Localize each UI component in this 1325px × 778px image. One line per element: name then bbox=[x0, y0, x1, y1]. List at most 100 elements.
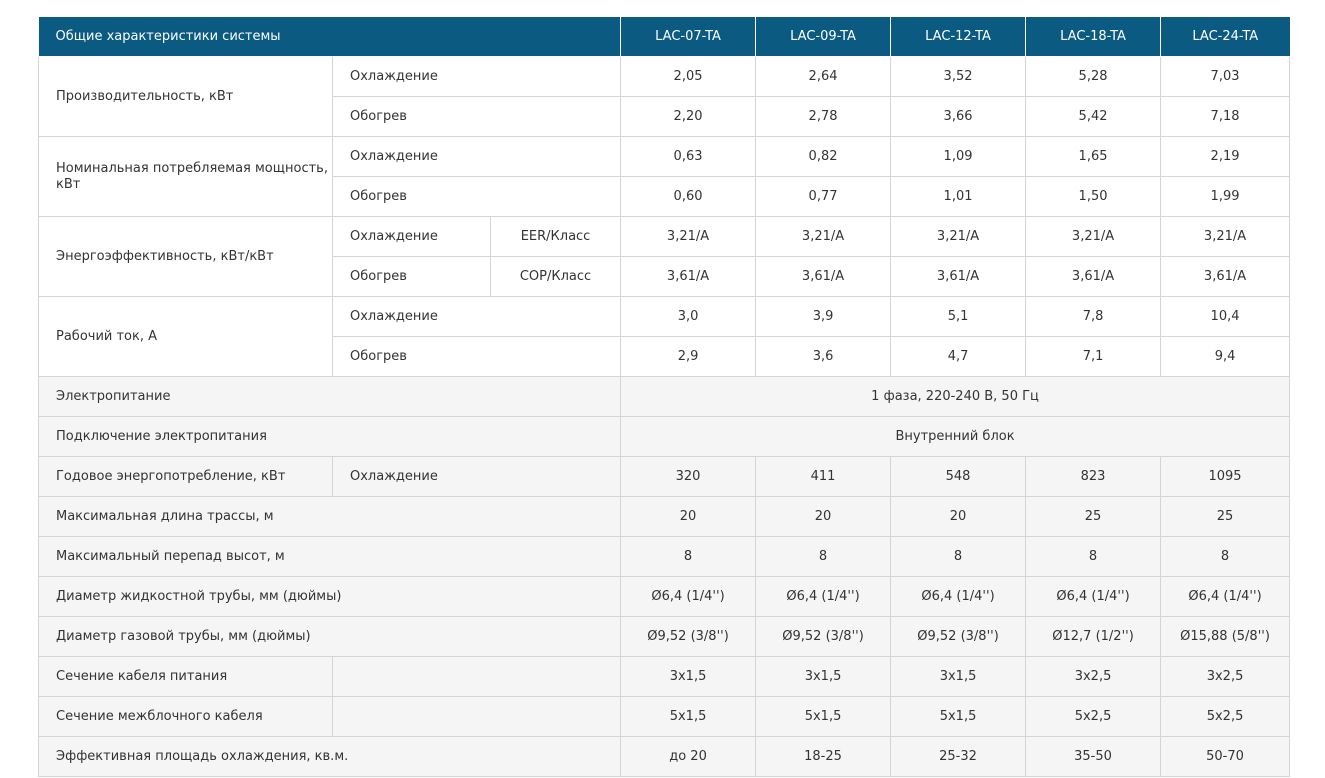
model-header: LAC-18-TA bbox=[1025, 17, 1162, 57]
table-cell: 1,99 bbox=[1160, 176, 1291, 217]
table-cell: Ø15,88 (5/8'') bbox=[1160, 616, 1291, 657]
mode-label: Охлаждение bbox=[331, 136, 622, 177]
table-cell: 0,82 bbox=[755, 136, 892, 177]
table-row: Эффективная площадь охлаждения, кв.м. до… bbox=[37, 736, 1291, 777]
table-cell: 7,18 bbox=[1160, 96, 1291, 137]
table-cell: 3,61/A bbox=[1025, 256, 1162, 297]
table-title: Общие характеристики системы bbox=[38, 17, 622, 57]
row-label: Энергоэффективность, кВт/кВт bbox=[38, 216, 333, 297]
table-cell: 3,66 bbox=[890, 96, 1027, 137]
table-cell: 548 bbox=[890, 456, 1027, 497]
table-cell: 25 bbox=[1025, 496, 1162, 537]
table-cell: 3,61/A bbox=[620, 256, 757, 297]
table-cell: 2,9 bbox=[620, 336, 757, 377]
table-cell: 3,9 bbox=[755, 296, 892, 337]
mode-label: Охлаждение bbox=[331, 56, 622, 97]
table-row: Максимальная длина трассы, м 20 20 20 25… bbox=[37, 496, 1291, 537]
table-cell: 50-70 bbox=[1160, 736, 1291, 777]
mode-label: Охлаждение bbox=[331, 296, 622, 337]
row-label: Эффективная площадь охлаждения, кв.м. bbox=[37, 736, 622, 777]
row-label: Рабочий ток, А bbox=[38, 296, 333, 377]
table-cell: 5x2,5 bbox=[1025, 696, 1162, 737]
row-label: Подключение электропитания bbox=[37, 416, 622, 457]
table-cell: 1,65 bbox=[1025, 136, 1162, 177]
table-row: Подключение электропитания Внутренний бл… bbox=[37, 416, 1291, 457]
table-cell: 3,6 bbox=[755, 336, 892, 377]
table-cell: 25-32 bbox=[890, 736, 1027, 777]
row-label: Максимальная длина трассы, м bbox=[37, 496, 622, 537]
table-row: Номинальная потребляемая мощность, кВт О… bbox=[38, 136, 1291, 217]
table-cell: 7,03 bbox=[1160, 56, 1291, 97]
table-cell: 3x2,5 bbox=[1160, 656, 1291, 697]
table-row: Годовое энергопотребление, кВт Охлаждени… bbox=[38, 456, 1291, 497]
table-cell: 3,61/A bbox=[755, 256, 892, 297]
table-cell: 20 bbox=[890, 496, 1027, 537]
row-label: Максимальный перепад высот, м bbox=[37, 536, 622, 577]
table-cell: 0,60 bbox=[620, 176, 757, 217]
mode-label: Обогрев bbox=[331, 336, 622, 377]
specs-table: Общие характеристики системы LAC-07-TA L… bbox=[37, 17, 1291, 777]
table-cell: 411 bbox=[755, 456, 892, 497]
table-cell: 8 bbox=[755, 536, 892, 577]
table-cell: 20 bbox=[755, 496, 892, 537]
mode-label: Обогрев bbox=[332, 256, 491, 297]
table-cell: 2,64 bbox=[755, 56, 892, 97]
model-header: LAC-09-TA bbox=[755, 17, 892, 57]
table-cell: 7,8 bbox=[1025, 296, 1162, 337]
table-row: Обогрев 2,20 2,78 3,66 5,42 7,18 bbox=[38, 96, 1291, 137]
table-cell: 5x1,5 bbox=[890, 696, 1027, 737]
table-cell: Ø6,4 (1/4'') bbox=[755, 576, 892, 617]
table-cell: 20 bbox=[620, 496, 757, 537]
row-label: Номинальная потребляемая мощность, кВт bbox=[38, 136, 333, 217]
table-cell: 3,61/A bbox=[1160, 256, 1291, 297]
table-cell: Ø9,52 (3/8'') bbox=[890, 616, 1027, 657]
table-row: Рабочий ток, А Охлаждение 3,0 3,9 5,1 7,… bbox=[38, 296, 1291, 377]
table-cell: 9,4 bbox=[1160, 336, 1291, 377]
table-row: Энергоэффективность, кВт/кВт Охлаждение … bbox=[38, 216, 1291, 297]
table-cell: 0,77 bbox=[755, 176, 892, 217]
table-cell: 3x1,5 bbox=[890, 656, 1027, 697]
table-cell: 3,21/A bbox=[755, 216, 892, 257]
table-cell: 823 bbox=[1025, 456, 1162, 497]
model-header: LAC-24-TA bbox=[1160, 17, 1290, 57]
table-cell: 2,20 bbox=[620, 96, 757, 137]
table-cell: 5,28 bbox=[1025, 56, 1162, 97]
table-cell: 2,19 bbox=[1160, 136, 1291, 177]
table-cell: 8 bbox=[890, 536, 1027, 577]
table-cell: 3,0 bbox=[620, 296, 757, 337]
empty-cell bbox=[331, 696, 622, 737]
table-cell: 8 bbox=[1025, 536, 1162, 577]
table-row: Сечение кабеля питания 3x1,5 3x1,5 3x1,5… bbox=[38, 656, 1291, 697]
table-cell: Ø12,7 (1/2'') bbox=[1025, 616, 1162, 657]
row-label: Диаметр газовой трубы, мм (дюймы) bbox=[37, 616, 622, 657]
table-cell: 8 bbox=[620, 536, 757, 577]
row-label: Годовое энергопотребление, кВт bbox=[38, 456, 333, 497]
table-cell: 3x1,5 bbox=[755, 656, 892, 697]
metric-label: EER/Класс bbox=[489, 216, 622, 257]
table-cell: 2,05 bbox=[620, 56, 757, 97]
row-label: Производительность, кВт bbox=[38, 56, 333, 137]
table-cell: 35-50 bbox=[1025, 736, 1162, 777]
model-header: LAC-07-TA bbox=[620, 17, 757, 57]
table-cell: Внутренний блок bbox=[620, 416, 1291, 457]
table-row: Максимальный перепад высот, м 8 8 8 8 8 bbox=[37, 536, 1291, 577]
table-row: Сечение межблочного кабеля 5x1,5 5x1,5 5… bbox=[38, 696, 1291, 737]
table-cell: 8 bbox=[1160, 536, 1291, 577]
table-cell: 1,01 bbox=[890, 176, 1027, 217]
table-cell: 0,63 bbox=[620, 136, 757, 177]
table-cell: 1,50 bbox=[1025, 176, 1162, 217]
table-cell: 2,78 bbox=[755, 96, 892, 137]
table-cell: 18-25 bbox=[755, 736, 892, 777]
table-cell: Ø6,4 (1/4'') bbox=[620, 576, 757, 617]
table-cell: 1,09 bbox=[890, 136, 1027, 177]
table-row: Электропитание 1 фаза, 220-240 В, 50 Гц bbox=[37, 376, 1291, 417]
table-cell: 3,21/A bbox=[1025, 216, 1162, 257]
mode-label: Охлаждение bbox=[331, 456, 622, 497]
table-cell: 7,1 bbox=[1025, 336, 1162, 377]
table-cell: 3,61/A bbox=[890, 256, 1027, 297]
table-cell: Ø9,52 (3/8'') bbox=[755, 616, 892, 657]
table-row: Диаметр газовой трубы, мм (дюймы) Ø9,52 … bbox=[37, 616, 1291, 657]
table-cell: Ø6,4 (1/4'') bbox=[890, 576, 1027, 617]
table-cell: 5,42 bbox=[1025, 96, 1162, 137]
table-row: Производительность, кВт Охлаждение 2,05 … bbox=[38, 56, 1291, 137]
